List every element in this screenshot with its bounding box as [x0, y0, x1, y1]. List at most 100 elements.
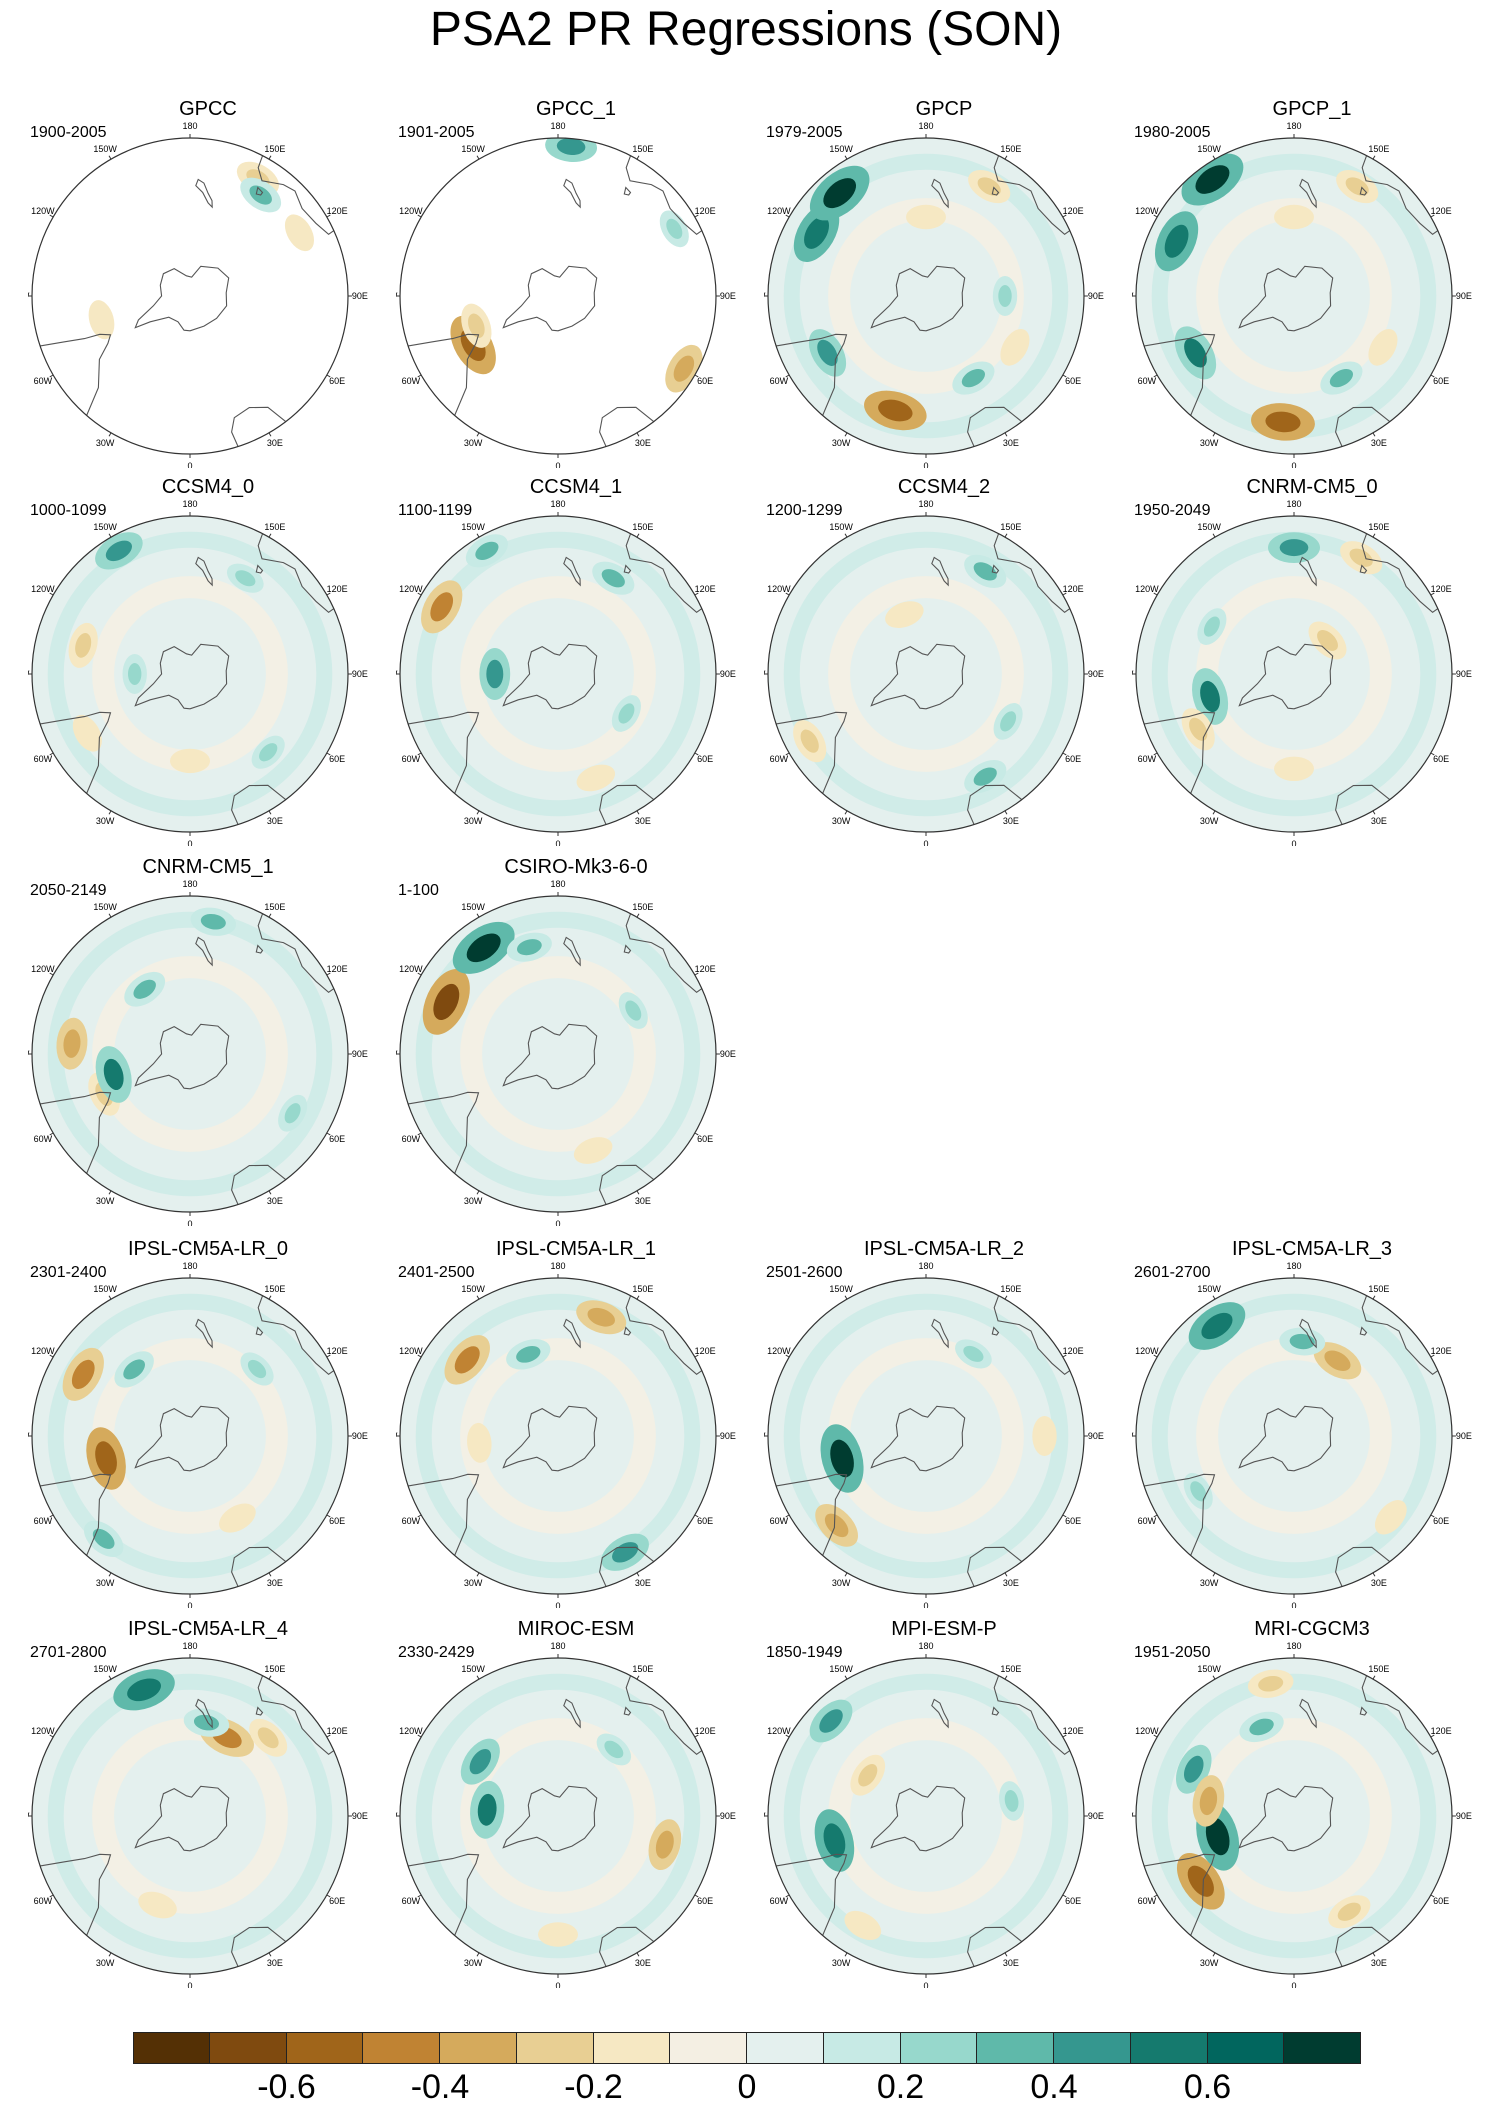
lon-tick [1430, 374, 1435, 378]
australia-coastline [1361, 148, 1445, 235]
lon-tick [1062, 214, 1067, 218]
anomaly-core [852, 1917, 873, 1934]
australia-coastline [625, 1668, 709, 1755]
lon-label: 60W [1138, 754, 1157, 764]
lon-label: 30E [1371, 816, 1387, 826]
lon-tick [1153, 1514, 1158, 1518]
lon-label: 30E [635, 1958, 651, 1968]
lon-label: 30W [832, 816, 851, 826]
lon-tick [417, 1734, 422, 1738]
anomaly-core [103, 1058, 124, 1091]
lon-label: 180 [1286, 121, 1301, 131]
anomaly-core [666, 218, 683, 239]
lon-tick [108, 1190, 112, 1195]
colorbar-segment [1054, 2032, 1131, 2064]
lon-label: 120E [695, 964, 716, 974]
lon-label: 90E [352, 669, 368, 679]
anomaly-core [133, 979, 156, 999]
lon-tick [1212, 1675, 1216, 1680]
lon-tick [636, 1675, 640, 1680]
tasmania-coastline [991, 1326, 1000, 1336]
anomaly-core [516, 1345, 541, 1363]
lon-tick [1062, 592, 1067, 596]
lon-tick [476, 1190, 480, 1195]
field-ring [415, 911, 701, 1197]
lon-tick [636, 913, 640, 918]
field-background [1136, 516, 1452, 832]
lon-label: 120W [399, 964, 423, 974]
lon-label: 90W [28, 669, 30, 679]
africa-coastline [231, 1164, 293, 1212]
lon-label: 60E [329, 1134, 345, 1144]
lon-tick [476, 1295, 480, 1300]
lon-label: 60E [1433, 376, 1449, 386]
panel-period: 1901-2005 [398, 124, 475, 141]
anomaly-core [655, 1830, 674, 1859]
lon-tick [636, 1952, 640, 1957]
lon-label: 30W [464, 1958, 483, 1968]
anomaly-core [179, 754, 201, 768]
lon-label: 60W [34, 1896, 53, 1906]
lon-label: 90E [352, 291, 368, 301]
anomaly-core [1195, 165, 1230, 194]
panel-period: 2601-2700 [1134, 1264, 1211, 1281]
polar-map: 0 30E 60E 90E 120E 150E 180 150W 120W 90W 60W 30W [1132, 121, 1472, 468]
lon-tick [1004, 1675, 1008, 1680]
lon-tick [108, 155, 112, 160]
polar-map: 0 30E 60E 90E 120E 150E 180 150W 120W 90W 60W 30W [764, 1641, 1104, 1988]
lon-label: 90E [1088, 1431, 1104, 1441]
antarctica-coastline [134, 1405, 230, 1472]
lon-label: 30W [96, 816, 115, 826]
lon-label: 60E [1065, 1896, 1081, 1906]
lon-label: 30W [96, 438, 115, 448]
lon-label: 90W [396, 669, 398, 679]
anomaly-core [824, 1513, 849, 1538]
anomaly-core [819, 1709, 843, 1733]
lon-label: 0 [187, 1601, 192, 1608]
lon-label: 150E [1000, 144, 1021, 154]
lon-label: 180 [1286, 499, 1301, 509]
lon-label: 90E [720, 1431, 736, 1441]
lon-label: 120E [1431, 1726, 1452, 1736]
lon-label: 0 [923, 1981, 928, 1988]
panel-title: CNRM-CM5_0 [1246, 476, 1378, 498]
tasmania-coastline [255, 1326, 264, 1336]
antarctica-coastline [1238, 265, 1334, 332]
anomaly-core [1345, 177, 1369, 196]
lon-tick [844, 533, 848, 538]
anomaly-core [582, 1143, 604, 1158]
lon-label: 150E [1368, 522, 1389, 532]
antarctica-coastline [134, 643, 230, 710]
africa-coastline [599, 1546, 661, 1594]
lon-label: 0 [555, 1981, 560, 1988]
lon-label: 120W [399, 584, 423, 594]
lon-label: 150E [1368, 1664, 1389, 1674]
lon-label: 120E [327, 1346, 348, 1356]
colorbar-segment [977, 2032, 1054, 2064]
africa-coastline [967, 1546, 1029, 1594]
lon-label: 120W [1135, 1726, 1159, 1736]
tasmania-coastline [991, 564, 1000, 574]
lon-label: 0 [923, 839, 928, 846]
lon-label: 90E [352, 1431, 368, 1441]
polar-map: 0 30E 60E 90E 120E 150E 180 150W 120W 90W 60W 30W [764, 1261, 1104, 1608]
lon-label: 120W [31, 1346, 55, 1356]
panel-period: 2701-2800 [30, 1644, 107, 1661]
lon-tick [476, 155, 480, 160]
lon-tick [1372, 155, 1376, 160]
antarctica-coastline [870, 1785, 966, 1852]
anomaly-core [893, 607, 915, 622]
anomaly-core [127, 1678, 161, 1702]
anomaly-core [105, 540, 132, 562]
lon-tick [844, 810, 848, 815]
lon-label: 90E [720, 1049, 736, 1059]
lon-label: 150W [461, 902, 485, 912]
lon-tick [417, 1514, 422, 1518]
antarctica-coastline [502, 643, 598, 710]
south-america-coastline [768, 711, 848, 802]
australia-coastline [625, 526, 709, 613]
australia-coastline [257, 1668, 341, 1755]
lon-label: 150W [1197, 1664, 1221, 1674]
anomaly-core [200, 913, 226, 930]
anomaly-core [1189, 717, 1208, 741]
